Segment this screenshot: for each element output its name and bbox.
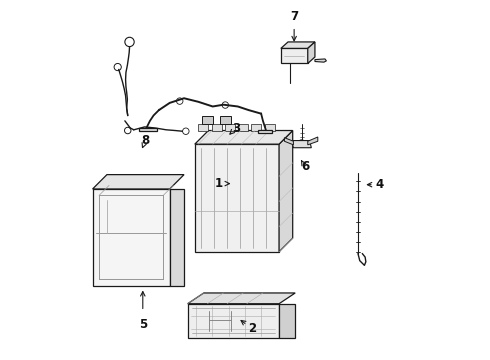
Polygon shape <box>220 116 231 124</box>
Polygon shape <box>238 124 248 131</box>
Text: 6: 6 <box>301 160 309 173</box>
Text: 4: 4 <box>375 178 384 191</box>
Polygon shape <box>315 59 326 62</box>
Polygon shape <box>195 144 279 252</box>
Polygon shape <box>279 131 293 252</box>
Polygon shape <box>258 130 272 134</box>
Text: 3: 3 <box>232 122 240 135</box>
Text: 8: 8 <box>141 134 149 147</box>
Polygon shape <box>188 304 279 338</box>
Polygon shape <box>225 124 235 131</box>
Text: 5: 5 <box>139 318 147 331</box>
Polygon shape <box>93 175 184 189</box>
Polygon shape <box>292 140 311 148</box>
Polygon shape <box>212 124 221 131</box>
Polygon shape <box>265 124 275 131</box>
Polygon shape <box>308 42 315 63</box>
Polygon shape <box>251 124 262 131</box>
Polygon shape <box>281 48 308 63</box>
Polygon shape <box>195 131 293 144</box>
Polygon shape <box>202 116 213 124</box>
Polygon shape <box>188 293 295 304</box>
Text: 2: 2 <box>248 322 256 335</box>
Polygon shape <box>198 124 208 131</box>
Text: 1: 1 <box>215 177 223 190</box>
Text: 7: 7 <box>290 10 298 23</box>
Polygon shape <box>139 128 157 131</box>
Circle shape <box>222 117 228 123</box>
Circle shape <box>204 117 210 123</box>
Polygon shape <box>308 137 318 145</box>
Polygon shape <box>279 304 295 338</box>
Polygon shape <box>93 189 170 286</box>
Polygon shape <box>285 138 294 145</box>
Polygon shape <box>281 42 315 48</box>
Polygon shape <box>170 189 184 286</box>
